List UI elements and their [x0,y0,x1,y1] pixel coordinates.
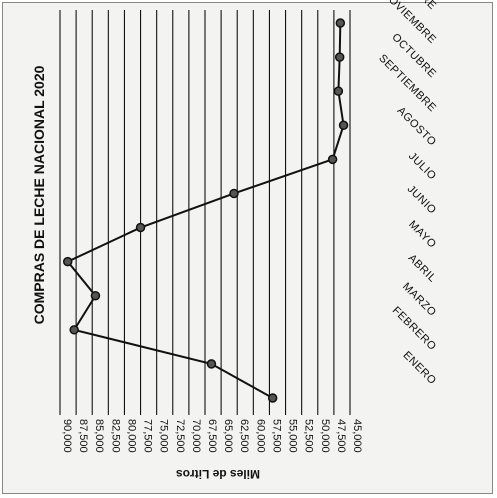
data-point [69,325,79,335]
y-tick-label: 60,000 [254,419,266,453]
y-tick-label: 90,000 [61,419,73,453]
data-point [229,188,239,199]
y-tick-label: 45,000 [351,419,363,453]
y-tick-label: 75,000 [158,419,170,453]
y-tick-label: 77,500 [142,419,154,453]
y-tick-label: 50,000 [319,419,331,453]
y-tick-label: 47,500 [335,419,347,453]
gridlines [59,10,351,415]
series-line [66,22,345,399]
chart-frame [2,2,493,494]
y-tick-label: 65,000 [222,419,234,453]
data-point [334,52,345,62]
y-tick-label: 70,000 [190,419,202,453]
data-point [135,222,146,233]
y-tick-labels: 90,000 87,500 85,000 82,500 80,000 77,500 75,0… [61,419,363,453]
y-tick-label: 85,000 [93,419,105,453]
data-point [335,18,346,28]
y-tick-label: 57,500 [270,419,282,453]
data-point [338,120,349,131]
category-labels: ENEROFEBREROMARZOABRILMAYOJUNIOJULIOAGOS… [376,0,438,387]
y-tick-label: 72,500 [174,419,186,453]
y-tick-label: 67,500 [206,419,218,453]
y-tick-label: 55,000 [287,419,299,453]
data-point [206,359,217,369]
y-tick-label: 87,500 [77,419,89,453]
data-point [333,86,344,96]
series-markers [62,18,349,403]
category-label: JULIO [406,150,438,182]
y-tick-label: 82,500 [109,419,121,453]
y-tick-label: 52,500 [303,419,315,453]
category-label: ABRIL [406,252,439,285]
category-label: JUNIO [405,183,439,217]
chart-title: COMPRAS DE LECHE NACIONAL 2020 [31,65,47,324]
series-line [66,22,345,399]
category-label: ENERO [400,349,438,387]
y-tick-label: 62,500 [238,419,250,453]
data-point [62,256,73,267]
data-point [267,393,278,403]
y-axis-label: Miles de Litros [176,467,260,481]
data-point [327,154,338,165]
data-point [90,290,101,301]
y-tick-label: 80,000 [125,419,137,453]
category-label: MAYO [406,219,438,251]
